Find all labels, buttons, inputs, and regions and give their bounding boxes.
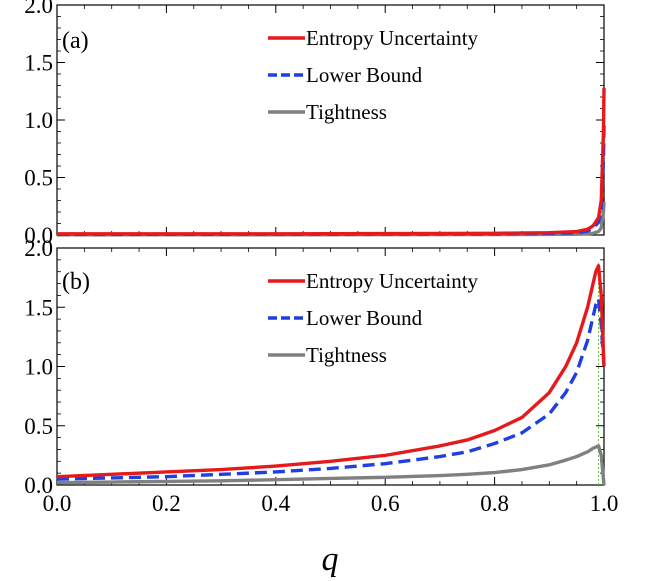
panel-b: (b) 0.0 0.5 1.0 1.5 2.0 0.0 0.2 0.4 0.6 0.8 1.0 Ent… [24,236,618,516]
panel-a-series-tightness [57,201,606,237]
panel-b-series-tightness [56,444,606,486]
panel-a-ytick-label: 2.0 [24,0,53,18]
panel-a-legend-label: Entropy Uncertainty [306,26,479,50]
panel-a-series-lower-bound [56,125,606,237]
panel-a-legend-label: Lower Bound [306,63,423,87]
panel-b-ytick-label: 0.5 [24,414,53,439]
panel-a-ytick-label: 1.5 [24,51,53,76]
panel-b-ytick-label: 0.0 [24,473,53,498]
panel-b-ytick-label: 1.0 [24,355,53,380]
panel-b-label: (b) [62,269,90,295]
panel-b-xtick-label: 0.0 [43,491,72,516]
panel-b-legend-label: Lower Bound [306,306,423,330]
panel-a-ytick-label: 1.0 [24,108,53,133]
panel-b-legend-label: Tightness [306,343,387,367]
panel-b-xtick-label: 0.4 [261,491,290,516]
panel-b-series-lower-bound [56,297,606,481]
panel-b-xtick-label: 0.6 [371,491,400,516]
panel-b-ytick-label: 1.5 [24,295,53,320]
panel-b-ytick-label: 2.0 [24,236,53,261]
panel-a-series-entropy-uncertainty [57,87,606,236]
panel-b-legend-label: Entropy Uncertainty [306,269,479,293]
panel-b-xtick-label: 0.8 [480,491,509,516]
panel-b-series-entropy-uncertainty [56,264,606,479]
x-axis-label: q [322,541,339,578]
panel-b-xtick-label: 0.2 [152,491,181,516]
panel-a-ytick-label: 0.0 [24,223,53,248]
panel-a-legend-label: Tightness [306,100,387,124]
panel-a-ytick-label: 0.5 [24,166,53,191]
panel-a: (a) 0.0 0.5 1.0 1.5 2.0 Entropy Uncertainty Lo… [24,0,606,248]
panel-b-xtick-label: 1.0 [590,491,619,516]
panel-a-label: (a) [62,28,89,54]
